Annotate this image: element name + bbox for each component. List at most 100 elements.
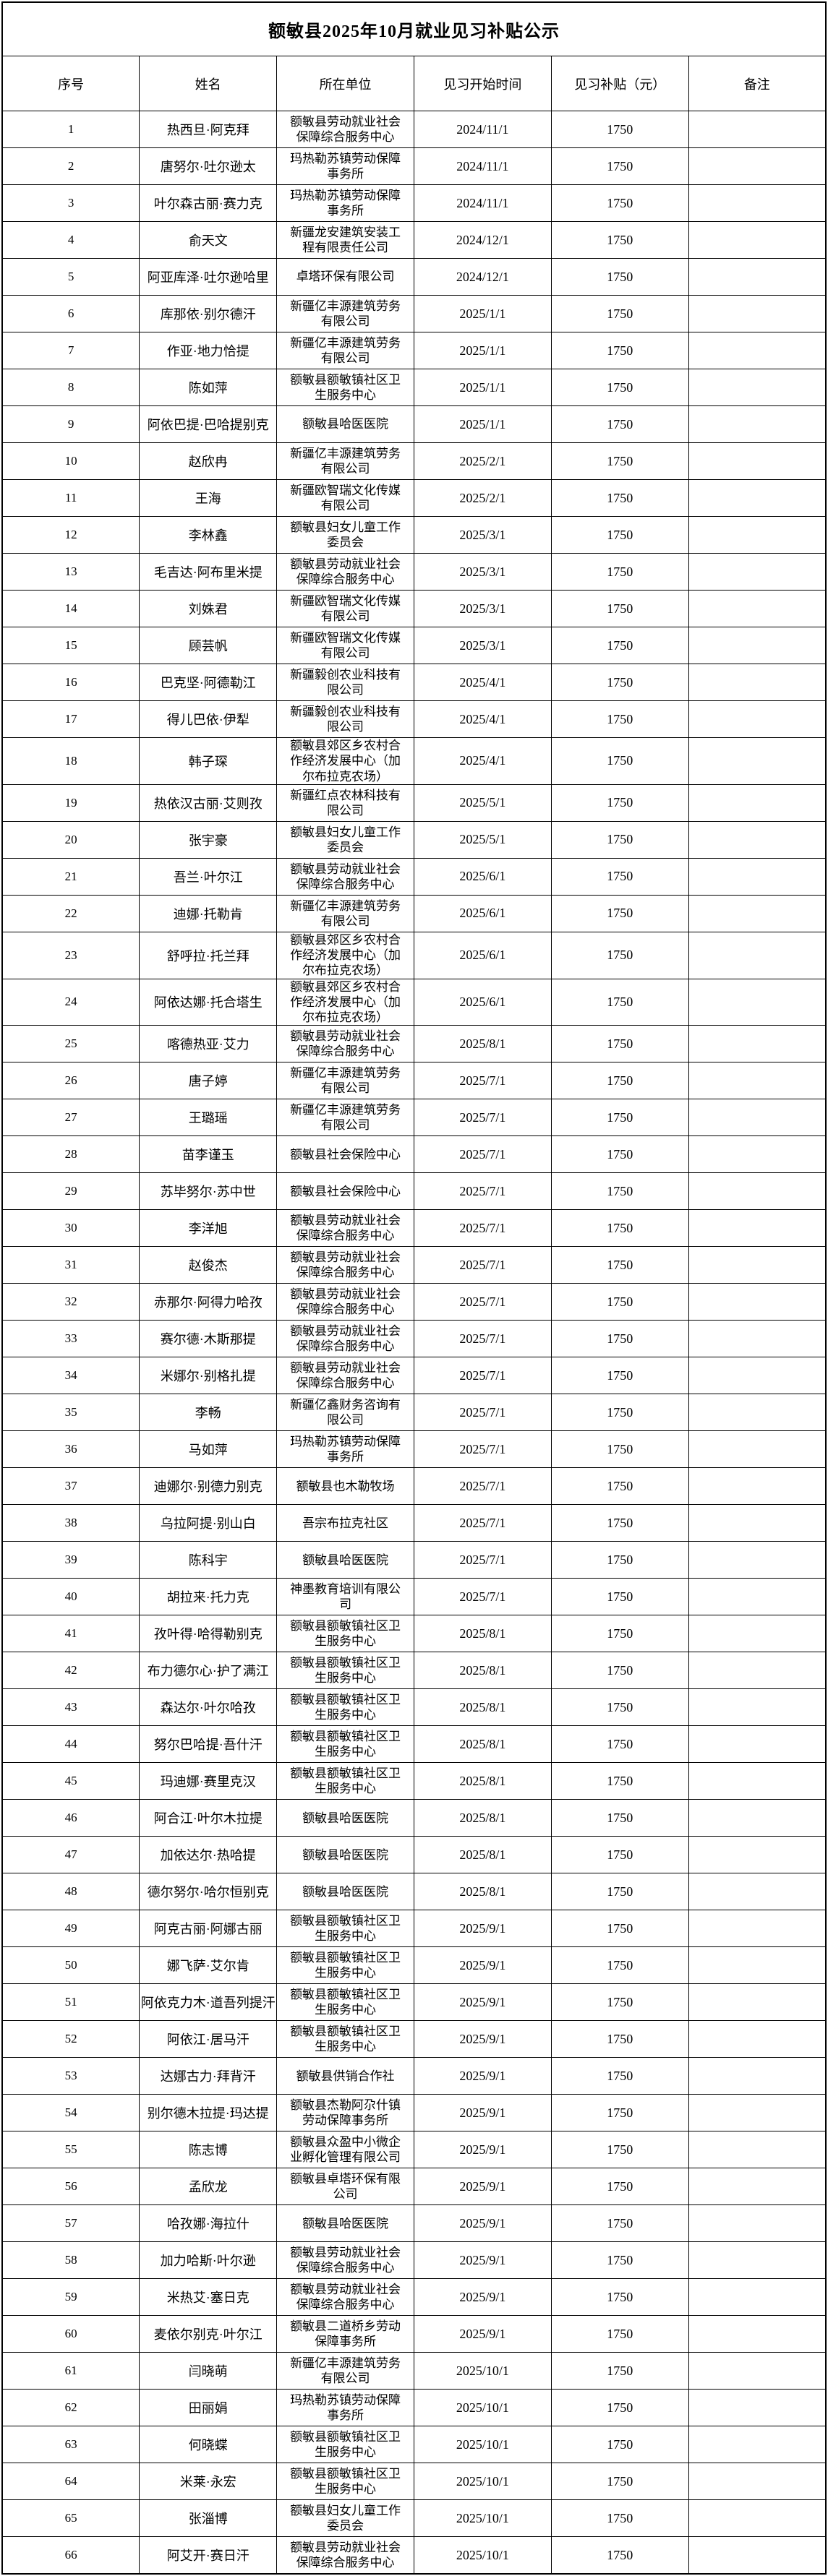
table-row: 27 王璐瑶 新疆亿丰源建筑劳务有限公司 2025/7/1 1750 <box>1 1099 827 1137</box>
cell-unit: 额敏县哈医医院 <box>276 1836 414 1874</box>
cell-name: 阿亚库泽·吐尔逊哈里 <box>139 258 278 296</box>
cell-subsidy: 1750 <box>550 2057 689 2095</box>
cell-name: 热西旦·阿克拜 <box>139 111 278 148</box>
cell-no: 51 <box>1 1983 140 2022</box>
cell-start-date: 2025/7/1 <box>413 1578 552 1616</box>
cell-name: 俞天文 <box>139 221 278 259</box>
cell-no: 43 <box>1 1688 140 1727</box>
cell-note <box>688 1652 827 1690</box>
cell-note <box>688 1283 827 1321</box>
cell-name: 喀德热亚·艾力 <box>139 1025 278 1063</box>
cell-subsidy: 1750 <box>550 783 689 822</box>
cell-no: 30 <box>1 1209 140 1248</box>
cell-subsidy: 1750 <box>550 1357 689 1395</box>
column-header-start-date: 见习开始时间 <box>413 56 552 111</box>
cell-start-date: 2025/4/1 <box>413 664 552 701</box>
cell-unit: 额敏县卓塔环保有限公司 <box>276 2168 414 2206</box>
cell-name: 赵俊杰 <box>139 1246 278 1284</box>
cell-subsidy: 1750 <box>550 2278 689 2317</box>
cell-unit: 额敏县哈医医院 <box>276 1873 414 1911</box>
cell-unit: 额敏县杰勒阿尕什镇劳动保障事务所 <box>276 2094 414 2132</box>
cell-name: 得儿巴依·伊犁 <box>139 700 278 738</box>
cell-unit: 玛热勒苏镇劳动保障事务所 <box>276 1430 414 1469</box>
cell-start-date: 2025/10/1 <box>413 2352 552 2390</box>
cell-name: 麦依尔别克·叶尔江 <box>139 2315 278 2353</box>
table-row: 5 阿亚库泽·吐尔逊哈里 卓塔环保有限公司 2024/12/1 1750 <box>1 258 827 296</box>
cell-name: 娜飞萨·艾尔肯 <box>139 1946 278 1985</box>
cell-unit: 新疆亿丰源建筑劳务有限公司 <box>276 295 414 332</box>
cell-start-date: 2025/9/1 <box>413 2278 552 2317</box>
cell-name: 李畅 <box>139 1394 278 1432</box>
cell-name: 赵欣冉 <box>139 442 278 480</box>
table-row: 20 张宇豪 额敏县妇女儿童工作委员会 2025/5/1 1750 <box>1 820 827 859</box>
cell-no: 45 <box>1 1762 140 1800</box>
cell-unit: 额敏县劳动就业社会保障综合服务中心 <box>276 1357 414 1395</box>
table-row: 29 苏毕努尔·苏中世 额敏县社会保险中心 2025/7/1 1750 <box>1 1172 827 1211</box>
cell-subsidy: 1750 <box>550 627 689 664</box>
cell-no: 2 <box>1 147 140 185</box>
cell-unit: 新疆欧智瑞文化传媒有限公司 <box>276 590 414 627</box>
table-row: 43 森达尔·叶尔哈孜 额敏县额敏镇社区卫生服务中心 2025/8/1 1750 <box>1 1688 827 1727</box>
table-row: 7 作亚·地力恰提 新疆亿丰源建筑劳务有限公司 2025/1/1 1750 <box>1 332 827 369</box>
cell-note <box>688 1615 827 1653</box>
cell-note <box>688 1578 827 1616</box>
cell-unit: 新疆红点农林科技有限公司 <box>276 783 414 822</box>
cell-unit: 额敏县郊区乡农村合作经济发展中心（加尔布拉克农场） <box>276 931 414 979</box>
cell-start-date: 2024/11/1 <box>413 147 552 185</box>
cell-name: 闫晓萌 <box>139 2352 278 2390</box>
cell-start-date: 2025/9/1 <box>413 2241 552 2280</box>
cell-subsidy: 1750 <box>550 2241 689 2280</box>
cell-start-date: 2025/6/1 <box>413 894 552 932</box>
cell-note <box>688 1983 827 2022</box>
cell-unit: 额敏县二道桥乡劳动保障事务所 <box>276 2315 414 2353</box>
cell-start-date: 2025/3/1 <box>413 553 552 591</box>
cell-note <box>688 820 827 859</box>
cell-name: 别尔德木拉提·玛达提 <box>139 2094 278 2132</box>
table-row: 3 叶尔森古丽·赛力克 玛热勒苏镇劳动保障事务所 2024/11/1 1750 <box>1 184 827 222</box>
cell-no: 63 <box>1 2426 140 2464</box>
table-row: 45 玛迪娜·赛里克汉 额敏县额敏镇社区卫生服务中心 2025/8/1 1750 <box>1 1762 827 1800</box>
cell-note <box>688 737 827 785</box>
cell-name: 李林鑫 <box>139 516 278 554</box>
table-row: 65 张淄博 额敏县妇女儿童工作委员会 2025/10/1 1750 <box>1 2499 827 2538</box>
table-row: 52 阿依江·居马汗 额敏县额敏镇社区卫生服务中心 2025/9/1 1750 <box>1 2020 827 2058</box>
cell-unit: 额敏县劳动就业社会保障综合服务中心 <box>276 553 414 591</box>
cell-name: 毛吉达·阿布里米提 <box>139 553 278 591</box>
table-row: 30 李洋旭 额敏县劳动就业社会保障综合服务中心 2025/7/1 1750 <box>1 1209 827 1248</box>
cell-unit: 额敏县劳动就业社会保障综合服务中心 <box>276 2241 414 2280</box>
cell-no: 27 <box>1 1099 140 1137</box>
cell-note <box>688 2426 827 2464</box>
cell-unit: 额敏县额敏镇社区卫生服务中心 <box>276 1910 414 1948</box>
cell-name: 作亚·地力恰提 <box>139 332 278 369</box>
cell-no: 24 <box>1 978 140 1026</box>
cell-name: 阿依达娜·托合塔生 <box>139 978 278 1026</box>
cell-unit: 额敏县哈医医院 <box>276 405 414 443</box>
cell-name: 陈科宇 <box>139 1541 278 1579</box>
cell-name: 德尔努尔·哈尔恒别克 <box>139 1873 278 1911</box>
table-row: 55 陈志博 额敏县众盈中小微企业孵化管理有限公司 2025/9/1 1750 <box>1 2131 827 2169</box>
cell-start-date: 2025/9/1 <box>413 1946 552 1985</box>
table-row: 42 布力德尔心·护了满江 额敏县额敏镇社区卫生服务中心 2025/8/1 17… <box>1 1652 827 1690</box>
cell-note <box>688 2057 827 2095</box>
cell-note <box>688 894 827 932</box>
cell-name: 李洋旭 <box>139 1209 278 1248</box>
cell-unit: 额敏县哈医医院 <box>276 1541 414 1579</box>
cell-no: 41 <box>1 1615 140 1653</box>
cell-start-date: 2025/7/1 <box>413 1062 552 1100</box>
cell-no: 26 <box>1 1062 140 1100</box>
cell-start-date: 2025/4/1 <box>413 700 552 738</box>
cell-note <box>688 1467 827 1506</box>
cell-start-date: 2025/9/1 <box>413 2020 552 2058</box>
cell-unit: 额敏县劳动就业社会保障综合服务中心 <box>276 111 414 148</box>
cell-name: 阿艾开·赛日汗 <box>139 2536 278 2575</box>
cell-note <box>688 405 827 443</box>
cell-note <box>688 2463 827 2501</box>
cell-start-date: 2025/3/1 <box>413 516 552 554</box>
cell-subsidy: 1750 <box>550 2352 689 2390</box>
cell-subsidy: 1750 <box>550 664 689 701</box>
table-row: 4 俞天文 新疆龙安建筑安装工程有限责任公司 2024/12/1 1750 <box>1 221 827 259</box>
cell-no: 50 <box>1 1946 140 1985</box>
cell-start-date: 2025/1/1 <box>413 295 552 332</box>
cell-name: 库那依·别尔德汗 <box>139 295 278 332</box>
cell-no: 6 <box>1 295 140 332</box>
